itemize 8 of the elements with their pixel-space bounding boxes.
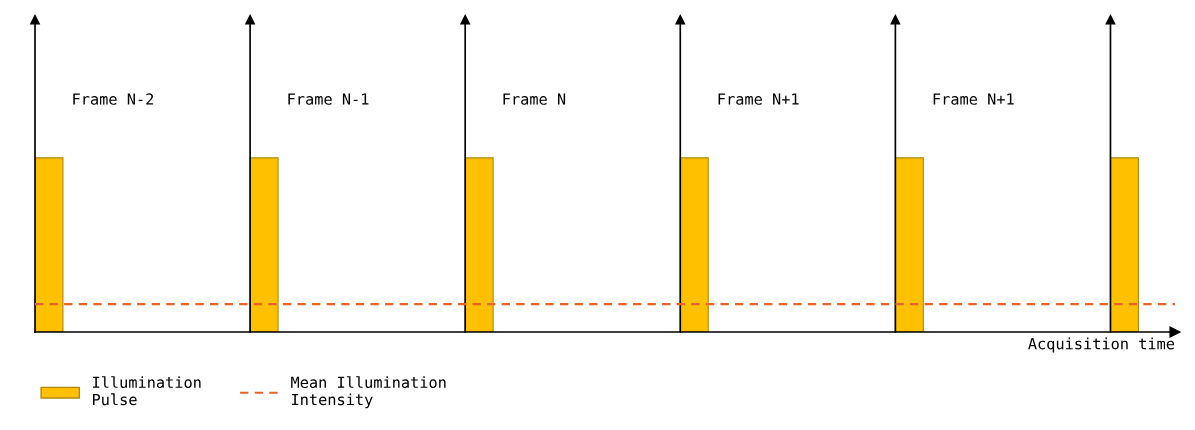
legend-label: Illumination Pulse (93, 376, 201, 406)
text: Frame N-2 (73, 93, 154, 105)
legend-label: Mean Illumination Intensity (291, 376, 446, 409)
text: Frame N (503, 93, 566, 105)
text: Frame N+1 (933, 93, 1014, 105)
x-axis-title: Acquisition time (1028, 337, 1175, 353)
text: Frame N-1 (288, 93, 369, 105)
text: Frame N+1 (718, 93, 799, 105)
